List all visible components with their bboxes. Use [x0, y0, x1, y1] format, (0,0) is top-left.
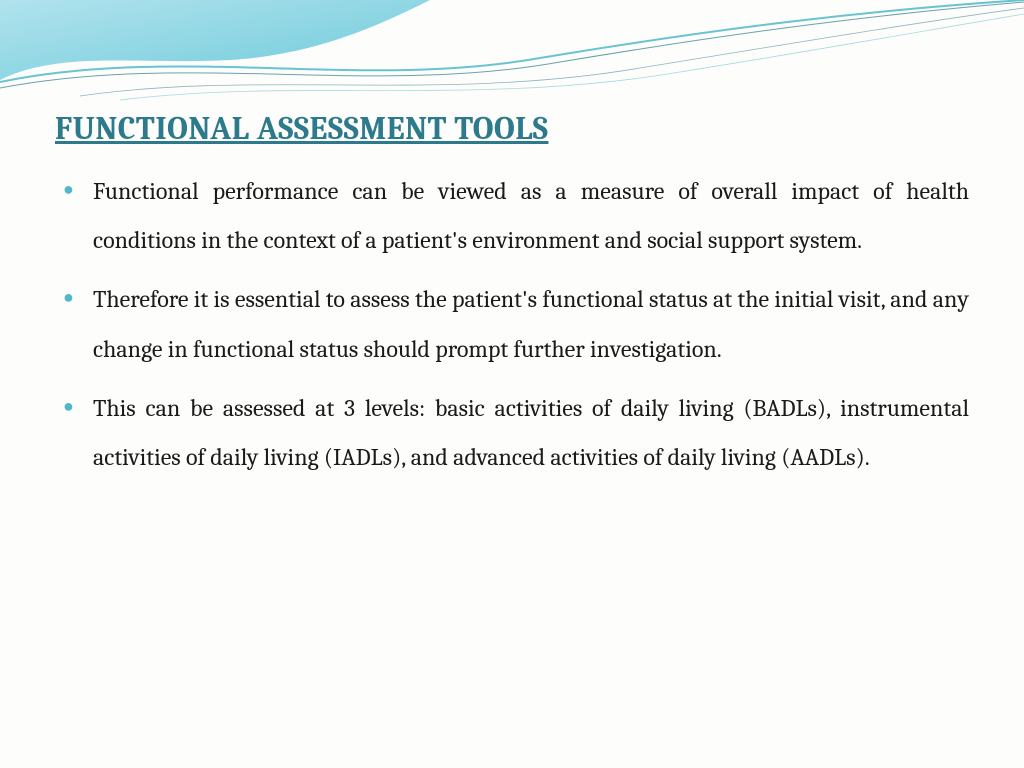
slide-title: FUNCTIONAL ASSESSMENT TOOLS — [55, 110, 969, 147]
bullet-item: Therefore it is essential to assess the … — [55, 275, 969, 373]
slide-content: FUNCTIONAL ASSESSMENT TOOLS Functional p… — [55, 110, 969, 492]
bullet-item: This can be assessed at 3 levels: basic … — [55, 384, 969, 482]
bullet-list: Functional performance can be viewed as … — [55, 167, 969, 482]
bullet-item: Functional performance can be viewed as … — [55, 167, 969, 265]
